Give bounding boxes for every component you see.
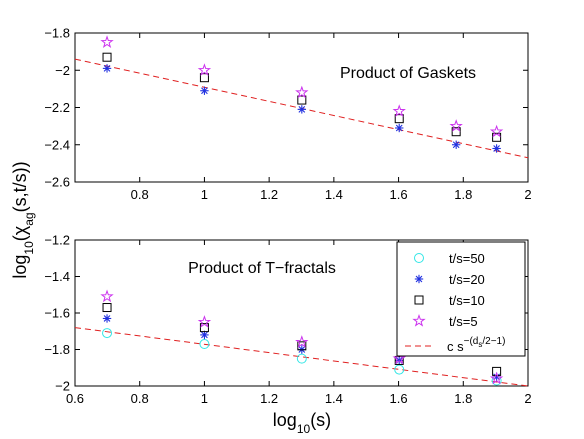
y-tick-label: −1.6 [44,306,70,321]
data-point-t20 [451,140,461,149]
legend-marker-t5 [412,313,426,327]
x-tick-label: 1.2 [260,391,278,406]
data-point-t5 [392,351,406,365]
x-tick-label: 1.8 [454,391,472,406]
x-tick-label: 0.8 [131,391,149,406]
data-point-t10 [394,114,404,124]
data-point-t10 [102,303,112,313]
data-point-t5 [197,63,212,76]
legend-label: t/s=50 [449,251,485,266]
data-point-t20 [297,105,307,114]
y-tick-label: −1.8 [44,342,70,357]
data-point-t50 [199,339,210,350]
legend-marker-t20 [414,274,424,284]
x-tick-label: 1 [201,391,208,406]
legend-box [396,241,526,357]
data-point-t5 [392,104,406,117]
panel-title: Product of Gaskets [340,65,476,82]
y-tick-label: −2 [55,63,70,78]
data-point-t5 [489,124,504,138]
data-point-t10 [102,52,112,62]
data-point-t5 [197,315,212,328]
x-tick-label: 1.2 [260,187,278,202]
x-tick-label: 2 [524,391,531,406]
data-point-t20 [102,64,112,73]
data-point-t20 [492,144,501,153]
legend-label: t/s=10 [449,293,485,308]
x-axis-label: log10(s) [273,410,331,436]
data-point-t10 [492,366,502,376]
data-point-t5 [100,35,114,48]
data-point-t5 [449,119,463,132]
bottom-panel-t-fractals: 0.6 0.8 1 1.2 1.4 1.6 1.8 2 −2 −1.8 −1.6 −1.4 −1.2 Pr… [44,233,531,407]
legend-label: t/s=5 [449,314,478,329]
legend-marker-t10 [414,295,424,305]
data-point-t5 [100,289,114,303]
panel-title: Product of T−fractals [188,260,336,277]
y-axis-label: log10(χag(s,t/s)) [10,161,36,278]
x-tick-label: 0.6 [66,391,84,406]
fit-line [74,327,529,387]
data-point-t20 [395,123,404,133]
x-tick-label: 2 [524,187,531,202]
y-tick-label: −2.6 [44,175,70,190]
legend-label: t/s=20 [449,272,485,287]
data-point-t20 [200,86,209,95]
y-tick-label: −2.4 [44,137,70,152]
x-tick-label: 1.6 [390,391,408,406]
y-tick-label: −1.4 [44,269,70,284]
data-point-t10 [297,341,307,351]
y-tick-label: −2.2 [44,100,70,115]
x-tick-label: 1.4 [325,391,343,406]
data-point-t5 [295,85,309,99]
data-point-t10 [297,95,307,105]
data-point-t50 [102,328,113,339]
data-point-t20 [102,314,112,323]
data-point-t10 [199,73,209,83]
y-tick-label: −1.2 [44,233,70,248]
data-point-t5 [489,371,504,385]
y-tick-label: −2 [55,379,70,394]
x-tick-label: 0.8 [131,187,149,202]
legend-fit-label: c s−(ds/2−1) [447,336,505,354]
x-tick-label: 1.4 [325,187,343,202]
data-point-t50 [296,353,307,364]
x-tick-label: 1 [201,187,208,202]
data-point-t50 [394,364,405,375]
y-tick-label: −1.8 [44,26,70,41]
x-tick-label: 1.6 [390,187,408,202]
legend-marker-t50 [414,253,424,263]
x-tick-label: 1.8 [454,187,472,202]
top-panel-gaskets: 0.8 1 1.2 1.4 1.6 1.8 2 −2.6 −2.4 −2.2 −2 −1.8 Produ… [44,26,531,203]
data-point-t5 [295,335,309,348]
